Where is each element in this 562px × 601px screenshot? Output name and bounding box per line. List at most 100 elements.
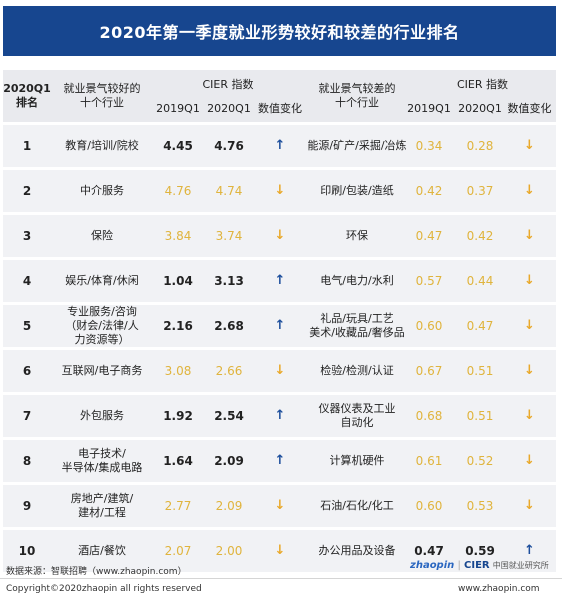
good-2019-value: 2.07: [164, 544, 192, 558]
website: www.zhaopin.com: [458, 584, 540, 594]
good-industry-header: 就业景气较好的 十个行业: [63, 82, 141, 109]
page-title: 2020年第一季度就业形势较好和较差的行业排名: [3, 6, 556, 56]
table-row: 9 房地产/建筑/建材/工程 2.77 2.09 ↓ 石油/石化/化工 0.60 0.53 ↓: [3, 482, 556, 527]
good-2020-value: 4.74: [215, 184, 243, 198]
bad-2019-value: 0.47: [414, 544, 444, 558]
arrow-down-icon: ↓: [274, 543, 286, 558]
bad-industry-cell: 办公用品及设备: [318, 544, 396, 557]
good-2020-value: 2.00: [215, 544, 243, 558]
table-row: 1 教育/培训/院校 4.45 4.76 ↑ 能源/矿产/采掘/冶炼 0.34 0.28 ↓: [3, 122, 556, 167]
good-industry-cell: 中介服务: [80, 184, 124, 197]
good-industry-cell: 互联网/电子商务: [61, 364, 143, 377]
bad-2019-value: 0.34: [415, 139, 443, 153]
arrow-down-icon: ↓: [274, 363, 286, 378]
bad-2019-header: 2019Q1: [407, 102, 451, 115]
table-row: 5 专业服务/咨询 （财会/法律/人 力资源等） 2.16 2.68 ↑ 礼品/玩具/工艺 美术…: [3, 302, 556, 347]
rank-cell: 5: [22, 319, 32, 333]
bad-2020-value: 0.28: [466, 139, 494, 153]
good-cier-header: CIER 指数: [202, 78, 254, 91]
bad-2020-value: 0.47: [466, 319, 494, 333]
arrow-down-icon: ↓: [524, 498, 535, 513]
good-industry-cell: 保险: [91, 229, 113, 242]
good-industry-cell: 电子技术/半导体/集成电路: [61, 447, 143, 474]
arrow-down-icon: ↓: [524, 183, 535, 198]
good-industry-cell: 娱乐/体育/休闲: [65, 274, 139, 287]
partner-logos: zhaopin | CIER 中国就业研究所: [410, 560, 549, 571]
bad-industry-cell: 礼品/玩具/工艺 美术/收藏品/奢侈品: [309, 312, 405, 339]
bad-2019-value: 0.47: [415, 229, 443, 243]
table-row: 8 电子技术/半导体/集成电路 1.64 2.09 ↑ 计算机硬件 0.61 0.52 ↓: [3, 437, 556, 482]
bad-2020-value: 0.59: [465, 544, 495, 558]
good-industry-cell: 房地产/建筑/建材/工程: [70, 492, 134, 519]
good-industry-cell: 教育/培训/院校: [65, 139, 139, 152]
rank-cell: 1: [22, 139, 32, 153]
bad-2020-value: 0.44: [466, 274, 494, 288]
good-change-header: 数值变化: [258, 102, 302, 115]
good-industry-cell: 专业服务/咨询 （财会/法律/人 力资源等）: [65, 305, 139, 346]
rank-header: 2020Q1 排名: [3, 82, 51, 109]
good-2019-value: 2.16: [163, 319, 193, 333]
good-industry-cell: 酒店/餐饮: [78, 544, 126, 557]
rank-cell: 7: [22, 409, 32, 423]
bad-2019-value: 0.60: [415, 499, 443, 513]
good-2019-value: 1.92: [163, 409, 193, 423]
bad-2020-value: 0.53: [466, 499, 494, 513]
bad-2019-value: 0.60: [415, 319, 443, 333]
good-2019-value: 3.84: [164, 229, 192, 243]
good-2020-value: 2.09: [214, 454, 244, 468]
bad-2020-value: 0.52: [466, 454, 494, 468]
arrow-up-icon: ↑: [274, 318, 286, 333]
bad-2020-value: 0.51: [466, 409, 494, 423]
good-2020-value: 2.09: [215, 499, 243, 513]
bad-industry-cell: 环保: [346, 229, 368, 242]
arrow-up-icon: ↑: [274, 273, 286, 288]
bad-cier-header: CIER 指数: [456, 78, 508, 91]
arrow-down-icon: ↓: [274, 498, 286, 513]
good-2020-value: 3.13: [214, 274, 244, 288]
bad-2019-value: 0.57: [415, 274, 443, 288]
bad-industry-cell: 能源/矿产/采掘/冶炼: [307, 139, 407, 152]
bad-2020-header: 2020Q1: [458, 102, 502, 115]
good-2019-value: 4.45: [163, 139, 193, 153]
data-source: 数据来源：智联招聘（www.zhaopin.com）: [6, 567, 187, 577]
bad-industry-cell: 检验/检测/认证: [320, 364, 394, 377]
zhaopin-logo: zhaopin: [410, 560, 455, 571]
good-2019-header: 2019Q1: [156, 102, 200, 115]
good-2019-value: 1.04: [163, 274, 193, 288]
good-2019-value: 2.77: [164, 499, 192, 513]
rank-cell: 4: [22, 274, 32, 288]
arrow-down-icon: ↓: [274, 183, 286, 198]
arrow-up-icon: ↑: [524, 543, 535, 558]
good-2020-value: 4.76: [214, 139, 244, 153]
arrow-down-icon: ↓: [524, 408, 535, 423]
ranking-table: 2020Q1 排名 就业景气较好的 十个行业 CIER 指数 2019Q1 2020…: [3, 70, 556, 572]
bad-industry-cell: 电气/电力/水利: [320, 274, 394, 287]
bad-change-header: 数值变化: [507, 102, 552, 115]
table-row: 3 保险 3.84 3.74 ↓ 环保 0.47 0.42 ↓: [3, 212, 556, 257]
rank-cell: 3: [22, 229, 32, 243]
bad-2019-value: 0.42: [415, 184, 443, 198]
arrow-up-icon: ↑: [274, 138, 286, 153]
rank-cell: 10: [18, 544, 36, 558]
cier-logo-cn: 中国就业研究所: [492, 561, 549, 570]
good-2020-value: 2.68: [214, 319, 244, 333]
arrow-down-icon: ↓: [524, 273, 535, 288]
arrow-down-icon: ↓: [524, 228, 535, 243]
bad-2019-value: 0.67: [415, 364, 443, 378]
rank-cell: 9: [22, 499, 32, 513]
cier-logo: CIER: [464, 560, 490, 571]
arrow-down-icon: ↓: [524, 138, 535, 153]
good-industry-cell: 外包服务: [80, 409, 124, 422]
good-2019-value: 4.76: [164, 184, 192, 198]
bad-industry-cell: 石油/石化/化工: [320, 499, 394, 512]
good-2019-value: 3.08: [164, 364, 192, 378]
bad-2020-value: 0.51: [466, 364, 494, 378]
bad-2019-value: 0.61: [415, 454, 443, 468]
bad-industry-cell: 印刷/包装/造纸: [320, 184, 394, 197]
rank-cell: 6: [22, 364, 32, 378]
bad-industry-cell: 仪器仪表及工业 自动化: [318, 402, 396, 429]
table-header: 2020Q1 排名 就业景气较好的 十个行业 CIER 指数 2019Q1 2020…: [3, 70, 556, 122]
arrow-down-icon: ↓: [524, 363, 535, 378]
arrow-down-icon: ↓: [524, 453, 535, 468]
table-row: 6 互联网/电子商务 3.08 2.66 ↓ 检验/检测/认证 0.67 0.51 ↓: [3, 347, 556, 392]
